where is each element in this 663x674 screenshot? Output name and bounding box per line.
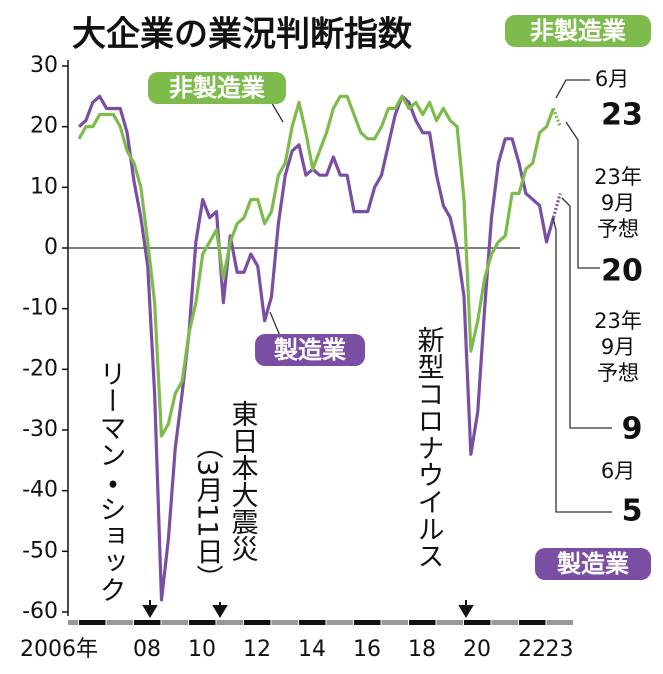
year-segment: [409, 620, 436, 625]
callout-label: 製造業: [274, 336, 346, 364]
year-segment: [134, 620, 161, 625]
connector: [555, 79, 590, 99]
annotation: 東日本大震災: [227, 400, 259, 562]
forecast-line: [551, 192, 562, 219]
chart-title: 大企業の業況判断指数: [72, 15, 412, 55]
arrow: [458, 600, 474, 618]
x-tick-label: 08: [133, 637, 161, 662]
annotation: 6月: [601, 459, 635, 483]
series-line: [77, 94, 555, 602]
year-segment: [381, 620, 408, 625]
x-tick-label: 20: [463, 637, 491, 662]
year-segment: [354, 620, 381, 625]
x-tick-label: 23: [546, 637, 574, 662]
annotation: 6月: [595, 67, 629, 91]
y-tick-label: 10: [30, 174, 58, 199]
annotation: （3月11日）: [192, 432, 224, 592]
legend-box: [505, 15, 651, 47]
connector: [561, 197, 612, 429]
year-segment: [326, 620, 353, 625]
year-segment: [519, 620, 546, 625]
annotation: 予想: [597, 217, 639, 241]
x-tick-label: 12: [243, 637, 271, 662]
x-tick-label: 2006年: [20, 637, 98, 662]
arrow: [212, 602, 228, 618]
annotation: リーマン・ショック: [95, 360, 126, 603]
x-tick-label: 14: [298, 637, 326, 662]
series-line: [77, 94, 555, 438]
callout-box: [148, 72, 286, 104]
year-segment: [464, 620, 491, 625]
y-tick-label: -10: [22, 296, 58, 321]
y-tick-label: -20: [22, 356, 58, 381]
legend-label: 非製造業: [530, 17, 626, 45]
y-tick-label: -30: [22, 417, 58, 442]
year-segment: [79, 620, 106, 625]
annotation: 新型コロナウイルス: [413, 326, 445, 569]
year-segment: [106, 620, 133, 625]
plot: -60 -50 -40 -30 -20 -10 0 10 20 30 2006年 08 10 12 14 16…: [20, 53, 574, 662]
data-label: 9: [622, 412, 643, 447]
year-segment: [189, 620, 216, 625]
y-tick-label: -50: [22, 538, 58, 563]
year-segment: [68, 620, 78, 625]
y-tick-label: -40: [22, 478, 58, 503]
x-tick-label: 18: [408, 637, 436, 662]
annotation: 9月: [601, 335, 635, 359]
callout-box: [255, 334, 365, 366]
annotation: 23年: [594, 309, 642, 333]
x-tick-label: 16: [353, 637, 381, 662]
y-tick-label: 0: [44, 235, 58, 260]
data-label: 23: [601, 98, 643, 133]
year-segment: [436, 620, 463, 625]
data-label: 5: [622, 494, 643, 529]
annotation: 9月: [601, 191, 635, 215]
arrow: [142, 600, 158, 618]
year-segment: [491, 620, 518, 625]
y-tick-label: 20: [30, 114, 58, 139]
connector: [565, 121, 600, 269]
year-segment: [216, 620, 243, 625]
forecast-line: [551, 107, 562, 128]
annotation: 23年: [594, 165, 642, 189]
year-segment: [161, 620, 188, 625]
year-segment: [244, 620, 271, 625]
year-segment: [299, 620, 326, 625]
connector: [552, 217, 612, 513]
callout-label: 非製造業: [169, 74, 265, 102]
data-label: 20: [601, 254, 643, 289]
annotation: 予想: [597, 361, 639, 385]
x-tick-label: 22: [518, 637, 546, 662]
legend-label: 製造業: [557, 550, 629, 578]
legend-box: [535, 548, 651, 580]
y-tick-label: 30: [30, 53, 58, 78]
y-tick-label: -60: [22, 599, 58, 624]
year-segment: [546, 620, 573, 625]
x-tick-label: 10: [188, 637, 216, 662]
callout-line: [269, 311, 281, 337]
year-segment: [271, 620, 298, 625]
